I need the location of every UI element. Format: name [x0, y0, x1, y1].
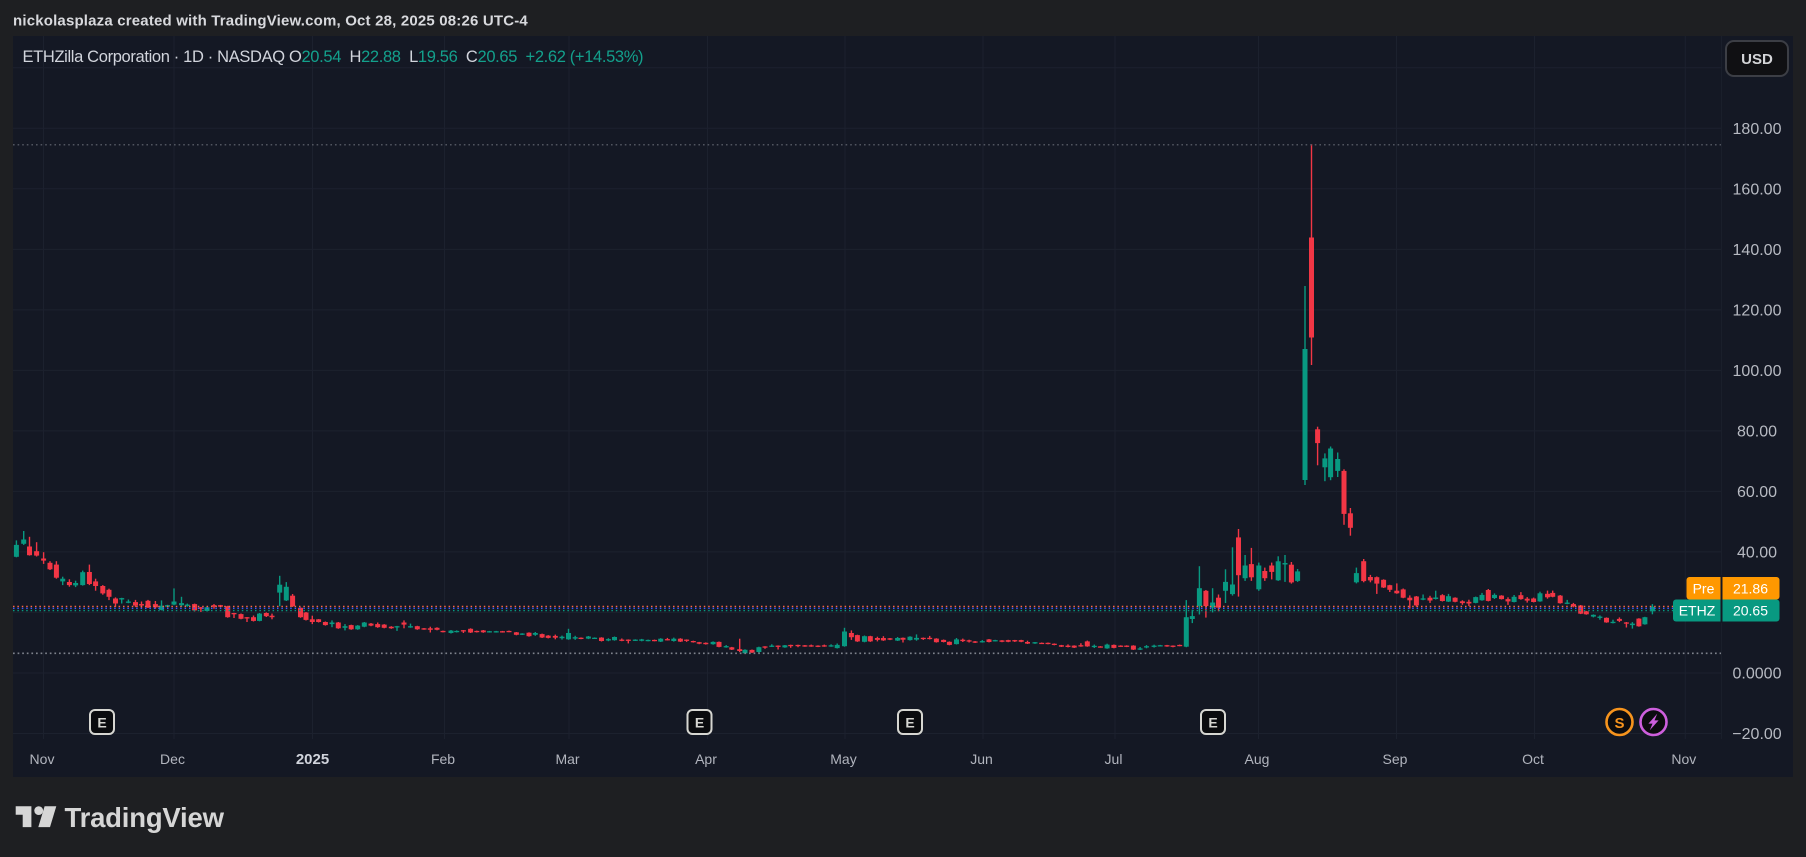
svg-text:TradingView: TradingView	[65, 802, 225, 833]
svg-text:Jul: Jul	[1105, 751, 1123, 767]
svg-text:Pre: Pre	[1693, 581, 1715, 597]
svg-text:60.00: 60.00	[1737, 484, 1777, 501]
svg-text:E: E	[905, 715, 914, 731]
svg-text:ETHZ: ETHZ	[1679, 603, 1716, 619]
svg-text:May: May	[830, 751, 856, 767]
svg-text:40.00: 40.00	[1737, 544, 1777, 561]
svg-text:S: S	[1614, 715, 1624, 732]
svg-text:E: E	[1208, 715, 1217, 731]
svg-text:140.00: 140.00	[1733, 242, 1782, 259]
svg-text:21.86: 21.86	[1733, 581, 1768, 597]
svg-text:80.00: 80.00	[1737, 423, 1777, 440]
svg-text:120.00: 120.00	[1733, 302, 1782, 319]
svg-text:Sep: Sep	[1383, 751, 1408, 767]
svg-text:ETHZilla Corporation · 1D · NA: ETHZilla Corporation · 1D · NASDAQ O20.5…	[23, 48, 644, 66]
svg-text:nickolasplaza created with Tra: nickolasplaza created with TradingView.c…	[13, 13, 528, 30]
svg-text:E: E	[695, 715, 704, 731]
svg-text:Nov: Nov	[30, 751, 55, 767]
svg-text:E: E	[97, 715, 106, 731]
svg-text:Oct: Oct	[1522, 751, 1544, 767]
svg-text:Jun: Jun	[970, 751, 993, 767]
svg-text:Nov: Nov	[1671, 751, 1696, 767]
svg-text:20.65: 20.65	[1733, 603, 1768, 619]
svg-text:Aug: Aug	[1245, 751, 1270, 767]
svg-text:0.0000: 0.0000	[1733, 666, 1782, 683]
svg-text:Feb: Feb	[431, 751, 455, 767]
svg-text:Dec: Dec	[160, 751, 185, 767]
svg-text:Mar: Mar	[555, 751, 579, 767]
svg-text:2025: 2025	[296, 751, 329, 768]
svg-text:−20.00: −20.00	[1732, 726, 1781, 743]
svg-text:180.00: 180.00	[1733, 121, 1782, 138]
svg-text:Apr: Apr	[695, 751, 717, 767]
svg-text:100.00: 100.00	[1733, 363, 1782, 380]
svg-text:160.00: 160.00	[1733, 181, 1782, 198]
svg-text:USD: USD	[1741, 51, 1773, 68]
